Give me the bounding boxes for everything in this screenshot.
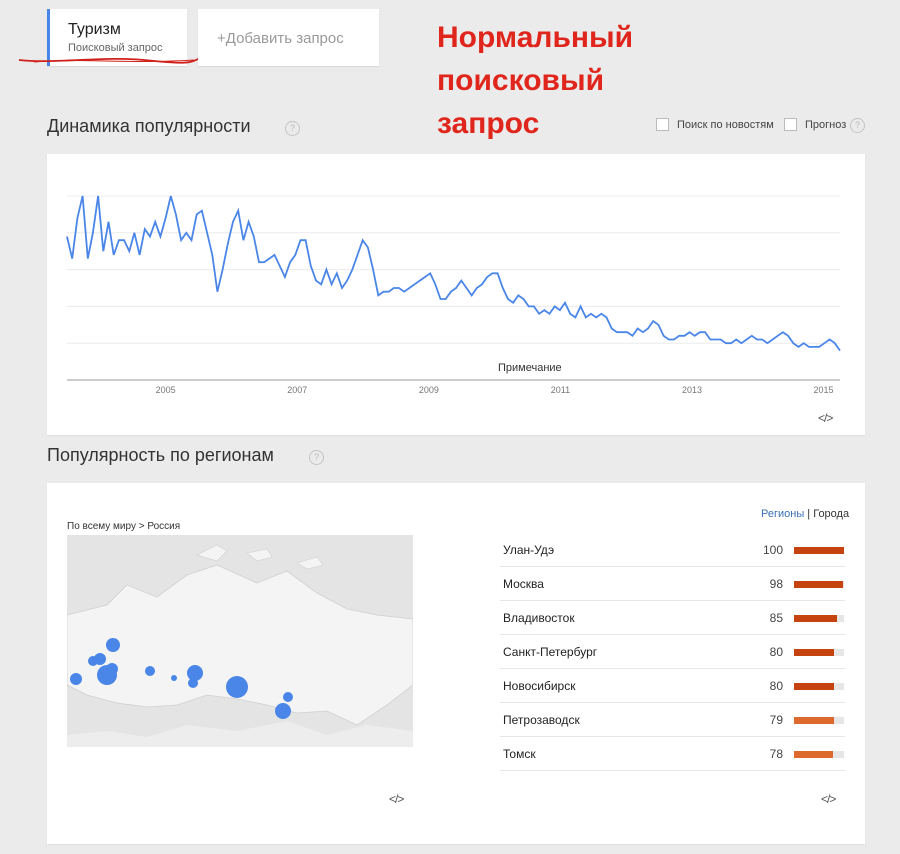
region-bar (794, 615, 837, 622)
add-query-label: +Добавить запрос (217, 30, 344, 47)
x-tick-label: 2015 (814, 385, 834, 395)
region-row[interactable]: Петрозаводск 79 (500, 703, 845, 737)
region-row[interactable]: Новосибирск 80 (500, 669, 845, 703)
region-name: Улан-Удэ (503, 543, 555, 557)
news-search-label: Поиск по новостям (677, 118, 774, 131)
forecast-option[interactable]: Прогноз (784, 118, 846, 131)
region-bar (794, 581, 843, 588)
region-city-tabs: Регионы | Города (761, 508, 849, 520)
tab-separator: | (807, 508, 811, 520)
region-bar-track (794, 649, 844, 656)
region-bubble (226, 676, 248, 698)
tab-regions[interactable]: Регионы (761, 508, 805, 520)
region-bubble (106, 638, 120, 652)
x-tick-label: 2011 (551, 385, 570, 395)
x-tick-label: 2007 (287, 385, 307, 395)
interest-over-time-title: Динамика популярности (47, 116, 251, 136)
region-name: Санкт-Петербург (503, 645, 598, 659)
region-bubble (106, 663, 118, 675)
russia-map[interactable] (67, 535, 413, 747)
region-bar-track (794, 581, 844, 588)
region-row[interactable]: Владивосток 85 (500, 601, 845, 635)
note-marker-label[interactable]: Примечание (498, 362, 562, 374)
region-bubble (70, 673, 82, 685)
region-value: 100 (762, 543, 783, 557)
region-bar-track (794, 717, 844, 724)
region-bubble (188, 678, 198, 688)
region-bar-track (794, 615, 844, 622)
region-bar (794, 751, 833, 758)
region-value: 78 (769, 747, 783, 761)
embed-list-icon[interactable]: </> (821, 792, 836, 806)
embed-chart-icon[interactable]: </> (818, 411, 833, 425)
news-search-checkbox[interactable] (656, 118, 669, 131)
region-row[interactable]: Санкт-Петербург 80 (500, 635, 845, 669)
annotation-line-1: Нормальный (437, 21, 634, 54)
region-row[interactable]: Москва 98 (500, 567, 845, 601)
region-name: Петрозаводск (503, 713, 580, 727)
region-bar (794, 683, 834, 690)
search-term-type: Поисковый запрос (68, 42, 163, 54)
red-annotation: Нормальный поисковый запрос (437, 16, 697, 145)
search-term-card[interactable]: Туризм Поисковый запрос (47, 9, 187, 66)
map-landmass (67, 564, 413, 726)
region-name: Москва (503, 577, 544, 591)
x-tick-label: 2005 (156, 385, 176, 395)
region-value: 80 (769, 645, 783, 659)
region-row[interactable]: Улан-Удэ 100 (500, 533, 845, 567)
region-bar-track (794, 751, 844, 758)
region-bar (794, 649, 834, 656)
region-bubble (145, 666, 155, 676)
region-bar-track (794, 547, 844, 554)
regional-interest-title: Популярность по регионам (47, 445, 274, 465)
tab-cities[interactable]: Города (813, 508, 850, 520)
region-value: 79 (769, 713, 783, 727)
interest-chart-panel (47, 154, 865, 435)
interest-series-line (66, 195, 841, 352)
region-name: Томск (503, 747, 536, 761)
x-tick-label: 2013 (682, 385, 702, 395)
region-bar (794, 547, 844, 554)
region-value: 85 (769, 611, 783, 625)
x-tick-label: 2009 (419, 385, 439, 395)
region-value: 98 (769, 577, 783, 591)
annotation-line-3: запрос (437, 107, 540, 140)
annotation-line-2: поисковый (437, 64, 605, 97)
region-bubble (88, 656, 98, 666)
red-underline-mark (18, 57, 201, 64)
region-bubbles (70, 638, 293, 719)
region-bar (794, 717, 834, 724)
region-row[interactable]: Томск 78 (500, 737, 845, 771)
region-bubble (275, 703, 291, 719)
region-bubble (283, 692, 293, 702)
region-bubble (187, 665, 203, 681)
region-bar-track (794, 683, 844, 690)
forecast-label: Прогноз (805, 118, 847, 131)
add-query-button[interactable]: +Добавить запрос (198, 9, 379, 66)
forecast-help-icon[interactable]: ? (850, 118, 865, 133)
region-bubble (171, 675, 177, 681)
regions-help-icon[interactable]: ? (309, 450, 324, 465)
region-value: 80 (769, 679, 783, 693)
news-search-option[interactable]: Поиск по новостям (656, 118, 774, 131)
help-icon[interactable]: ? (285, 121, 300, 136)
interest-line-chart: 2005 2007 2009 2011 2013 2015 (66, 195, 841, 395)
embed-map-icon[interactable]: </> (389, 792, 404, 806)
map-breadcrumb[interactable]: По всему миру > Россия (67, 521, 181, 532)
region-name: Владивосток (503, 611, 575, 625)
search-term-title: Туризм (68, 21, 121, 38)
forecast-checkbox[interactable] (784, 118, 797, 131)
region-name: Новосибирск (503, 679, 576, 693)
